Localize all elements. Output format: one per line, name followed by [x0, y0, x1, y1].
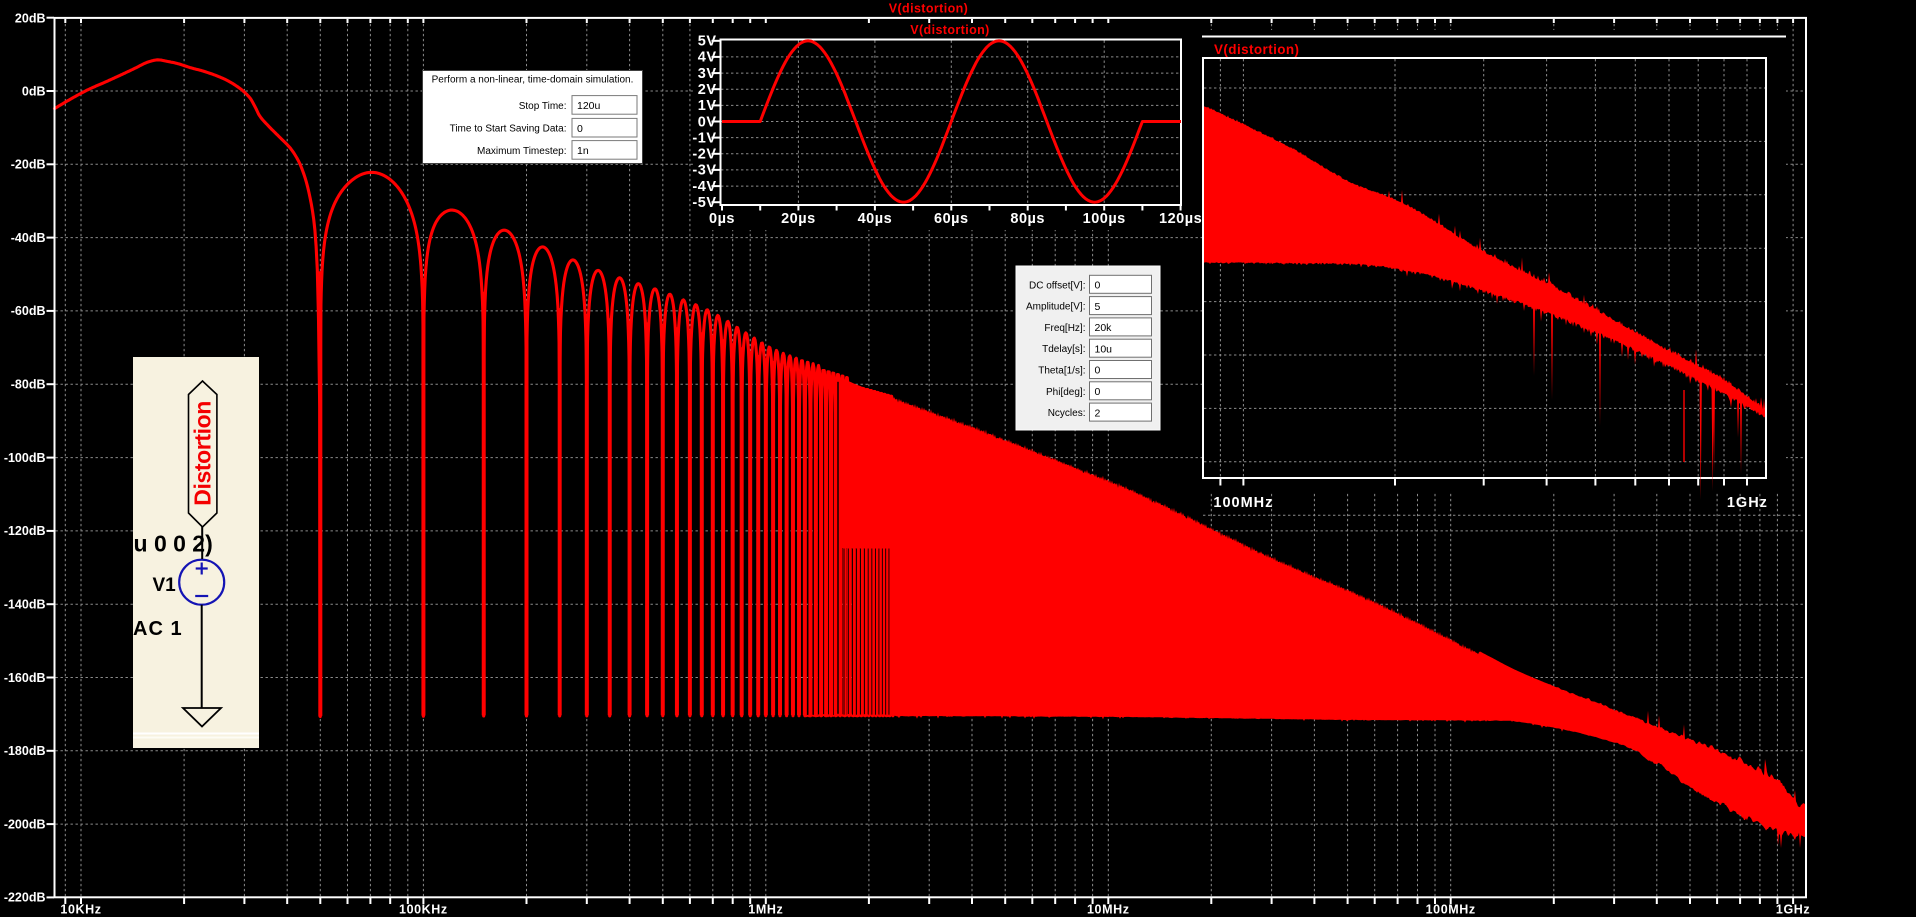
svg-text:0V: 0V [698, 114, 717, 130]
svg-text:10KHz: 10KHz [60, 903, 101, 917]
svg-text:1n: 1n [577, 145, 589, 157]
svg-text:V(distortion): V(distortion) [1214, 42, 1299, 57]
svg-text:-40dB: -40dB [11, 231, 46, 245]
svg-text:20k: 20k [1095, 322, 1113, 334]
svg-text:-3V: -3V [692, 163, 716, 179]
svg-text:Theta[1/s]:: Theta[1/s]: [1038, 366, 1085, 377]
svg-text:-180dB: -180dB [4, 744, 46, 758]
svg-text:-100dB: -100dB [4, 451, 46, 465]
svg-text:Ncycles:: Ncycles: [1048, 408, 1086, 419]
svg-text:-60dB: -60dB [11, 304, 46, 318]
svg-text:u 0 0 2): u 0 0 2) [134, 531, 213, 557]
svg-text:Maximum Timestep:: Maximum Timestep: [477, 146, 566, 157]
svg-text:-4V: -4V [692, 179, 716, 195]
svg-text:20µs: 20µs [781, 211, 816, 227]
svg-text:Phi[deg]:: Phi[deg]: [1046, 387, 1085, 398]
svg-text:V(distortion): V(distortion) [910, 23, 990, 37]
svg-text:80µs: 80µs [1010, 211, 1045, 227]
svg-text:1GHz: 1GHz [1776, 903, 1810, 917]
svg-text:V1: V1 [153, 575, 177, 596]
svg-text:-160dB: -160dB [4, 671, 46, 685]
svg-text:Distortion: Distortion [190, 401, 216, 506]
svg-text:100µs: 100µs [1083, 211, 1126, 227]
svg-text:-120dB: -120dB [4, 524, 46, 538]
svg-text:0: 0 [1095, 280, 1101, 292]
svg-text:-1V: -1V [692, 130, 716, 146]
svg-text:Time to Start Saving Data:: Time to Start Saving Data: [450, 124, 567, 135]
svg-text:-20dB: -20dB [11, 158, 46, 172]
svg-text:-220dB: -220dB [4, 891, 46, 905]
svg-text:-80dB: -80dB [11, 378, 46, 392]
svg-text:5V: 5V [698, 34, 717, 50]
svg-text:-5V: -5V [692, 195, 716, 211]
svg-text:100KHz: 100KHz [399, 903, 448, 917]
svg-text:-2V: -2V [692, 147, 716, 163]
svg-text:10MHz: 10MHz [1087, 903, 1130, 917]
svg-text:Freq[Hz]:: Freq[Hz]: [1044, 323, 1085, 334]
svg-text:1V: 1V [698, 98, 717, 114]
svg-text:20dB: 20dB [15, 11, 46, 25]
svg-text:0: 0 [577, 123, 583, 135]
svg-text:-140dB: -140dB [4, 598, 46, 612]
svg-text:10u: 10u [1095, 343, 1113, 355]
svg-text:0: 0 [1095, 386, 1101, 398]
svg-text:100MHz: 100MHz [1426, 903, 1476, 917]
svg-text:5: 5 [1095, 301, 1101, 313]
svg-text:120u: 120u [577, 100, 601, 112]
svg-text:4V: 4V [698, 50, 717, 66]
svg-text:AC 1: AC 1 [133, 618, 183, 640]
svg-text:Amplitude[V]:: Amplitude[V]: [1026, 302, 1085, 313]
svg-text:Perform a non-linear, time-dom: Perform a non-linear, time-domain simula… [432, 75, 634, 86]
svg-text:2: 2 [1095, 407, 1101, 419]
svg-text:0µs: 0µs [709, 211, 735, 227]
svg-text:-200dB: -200dB [4, 817, 46, 831]
svg-text:V(distortion): V(distortion) [889, 2, 969, 16]
svg-text:Stop Time:: Stop Time: [519, 101, 567, 112]
svg-text:Tdelay[s]:: Tdelay[s]: [1042, 344, 1085, 355]
svg-text:1MHz: 1MHz [748, 903, 783, 917]
svg-text:2V: 2V [698, 82, 717, 98]
svg-text:40µs: 40µs [858, 211, 893, 227]
svg-text:0: 0 [1095, 365, 1101, 377]
svg-text:DC offset[V]:: DC offset[V]: [1029, 280, 1086, 291]
svg-text:100MHz: 100MHz [1213, 495, 1273, 511]
svg-text:1GHz: 1GHz [1727, 495, 1768, 511]
svg-text:0dB: 0dB [22, 84, 46, 98]
svg-text:60µs: 60µs [934, 211, 969, 227]
svg-text:120µs: 120µs [1159, 211, 1202, 227]
svg-text:3V: 3V [698, 66, 717, 82]
